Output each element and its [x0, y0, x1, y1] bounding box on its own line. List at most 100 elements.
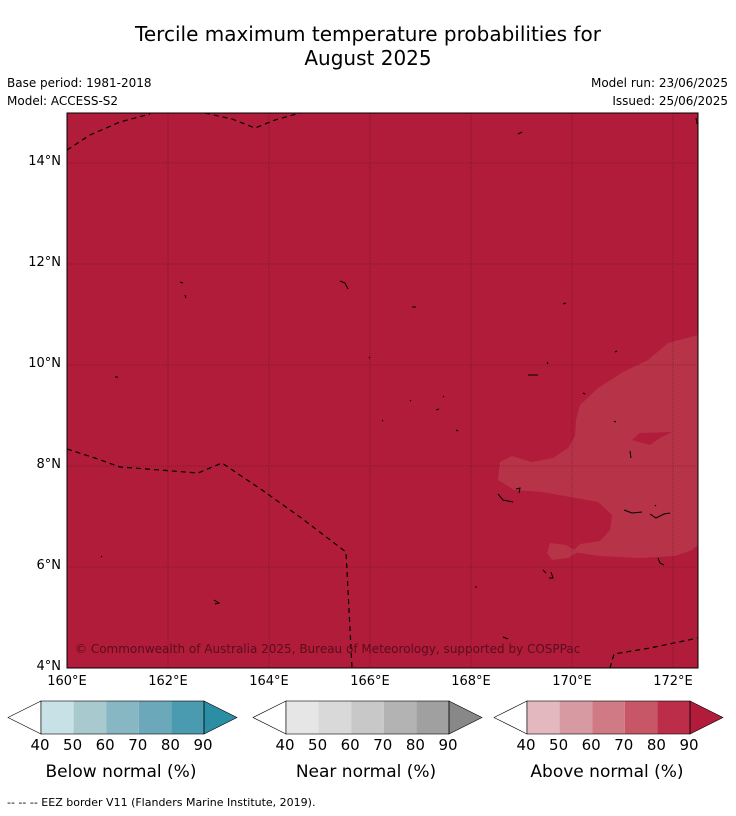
lon-label: 170°E: [552, 674, 592, 689]
colorbar-extend-high: [689, 700, 724, 735]
colorbar-tick: 80: [646, 736, 666, 754]
colorbar-segment: [559, 701, 593, 734]
colorbar-tick: 60: [581, 736, 601, 754]
colorbar-tick: 50: [63, 736, 83, 754]
colorbar-tick: 90: [193, 736, 213, 754]
island: [368, 356, 371, 359]
eez-border-southeast: [609, 637, 699, 669]
eez-border-north: [66, 113, 151, 151]
colorbar-tick: 70: [373, 736, 393, 754]
island: [213, 599, 221, 605]
eez-border-north-2: [204, 112, 301, 129]
colorbar-segment: [624, 701, 658, 734]
eez-border-note: -- -- -- EEZ border V11 (Flanders Marine…: [7, 796, 316, 809]
island: [442, 395, 445, 398]
lon-label: 166°E: [350, 674, 390, 689]
base-period: Base period: 1981-2018: [7, 76, 152, 90]
colorbar-tick: 40: [516, 736, 536, 754]
island: [179, 281, 184, 284]
island: [562, 302, 567, 305]
colorbar-extend-high: [203, 700, 238, 735]
colorbar-below: [7, 700, 238, 735]
island: [517, 131, 523, 135]
colorbar-tick: 50: [308, 736, 328, 754]
island: [695, 117, 698, 125]
colorbar-tick: 60: [340, 736, 360, 754]
colorbar-segment: [657, 701, 690, 734]
colorbar-tick: 70: [614, 736, 634, 754]
colorbar-tick: 40: [30, 736, 50, 754]
colorbar-tick: 70: [128, 736, 148, 754]
island: [502, 636, 509, 640]
colorbar-tick: 90: [679, 736, 699, 754]
colorbar-segment: [106, 701, 139, 734]
island: [339, 280, 349, 290]
colorbar-segment: [286, 701, 319, 734]
island: [546, 361, 549, 365]
colorbar-segment: [318, 701, 352, 734]
island: [657, 557, 665, 566]
title-line-2: August 2025: [304, 46, 432, 70]
probability-zone-lighter: [498, 335, 698, 558]
colorbar-label-below: Below normal (%): [45, 762, 197, 782]
islands: [100, 117, 698, 640]
colorbar-segment: [383, 701, 417, 734]
colorbar-tick: 50: [549, 736, 569, 754]
island: [435, 408, 440, 411]
issued-date: Issued: 25/06/2025: [612, 94, 728, 108]
map-frame: [66, 112, 699, 669]
island: [649, 512, 671, 519]
lon-label: 160°E: [47, 674, 87, 689]
colorbar-segment: [351, 701, 384, 734]
colorbar-near: [252, 700, 483, 735]
colorbar-segment: [41, 701, 74, 734]
colorbar-extend-low: [7, 700, 42, 735]
colorbar-segment: [138, 701, 172, 734]
colorbar-tick: 60: [95, 736, 115, 754]
lon-label: 164°E: [249, 674, 289, 689]
colorbar-frame: [285, 700, 450, 735]
colorbar-tick: 40: [275, 736, 295, 754]
probability-zone-patch-2: [547, 543, 578, 560]
lat-label: 10°N: [28, 356, 61, 371]
map-background: [67, 113, 698, 668]
gridlines: [67, 113, 698, 668]
lat-label: 4°N: [36, 659, 62, 674]
model-run: Model run: 23/06/2025: [590, 76, 728, 90]
island: [497, 493, 514, 503]
colorbar-label-near: Near normal (%): [295, 762, 437, 782]
island: [455, 429, 459, 432]
colorbar-frame: [526, 700, 691, 735]
colorbar-frame: [40, 700, 205, 735]
island: [654, 504, 657, 507]
colorbar-segment: [171, 701, 204, 734]
eez-borders: [66, 112, 699, 669]
lat-label: 6°N: [36, 558, 62, 573]
island: [381, 419, 384, 422]
colorbar-tick: 80: [405, 736, 425, 754]
colorbar-segment: [592, 701, 625, 734]
meta-right: Model run: 23/06/2025 Issued: 25/06/2025: [591, 74, 728, 110]
colorbar-segment: [73, 701, 107, 734]
island: [629, 450, 632, 459]
island: [100, 555, 103, 558]
island: [542, 569, 547, 574]
copyright-notice: © Commonwealth of Australia 2025, Bureau…: [75, 642, 580, 656]
meta-left: Base period: 1981-2018 Model: ACCESS-S2: [7, 74, 152, 110]
lat-label: 12°N: [28, 255, 61, 270]
island: [549, 571, 554, 579]
colorbar-segment: [416, 701, 449, 734]
colorbar-extend-high: [448, 700, 483, 735]
lat-label: 14°N: [28, 154, 61, 169]
island: [515, 487, 521, 494]
colorbar-label-above: Above normal (%): [530, 762, 684, 782]
lat-label: 8°N: [36, 457, 62, 472]
island: [623, 509, 643, 514]
island: [613, 420, 617, 423]
island: [184, 294, 187, 299]
model-name: Model: ACCESS-S2: [7, 94, 119, 108]
colorbar-tick: 80: [160, 736, 180, 754]
lon-label: 168°E: [451, 674, 491, 689]
eez-border-west: [66, 448, 353, 669]
